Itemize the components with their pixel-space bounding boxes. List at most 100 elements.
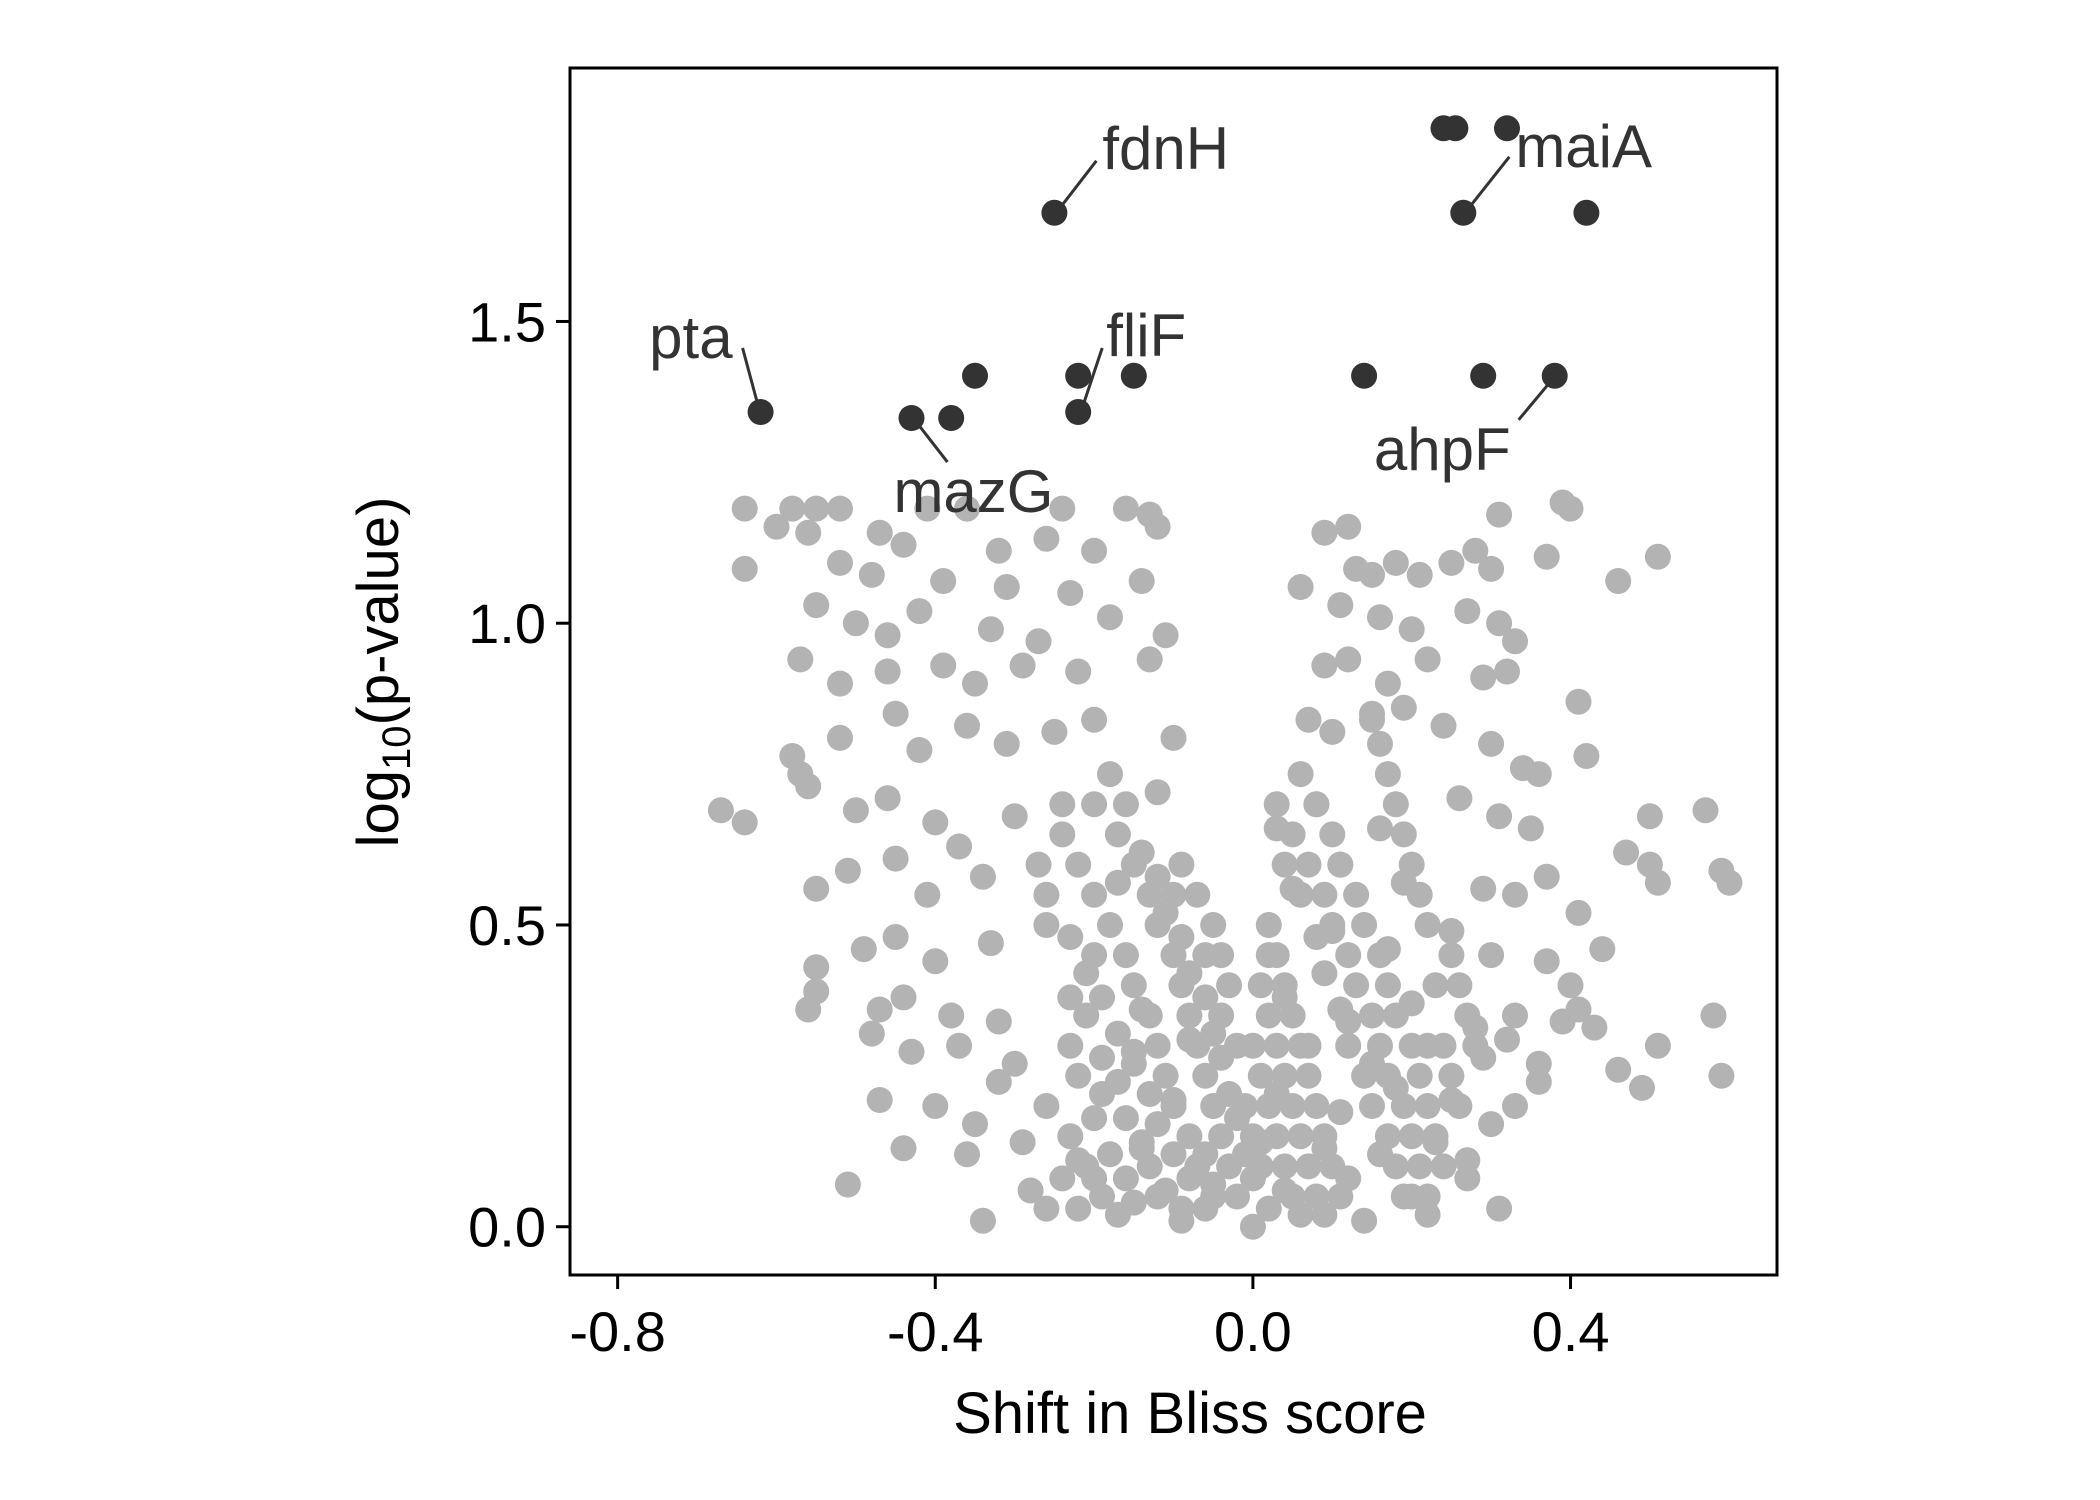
data-point bbox=[1287, 1123, 1314, 1150]
data-point bbox=[1335, 1032, 1362, 1059]
data-point bbox=[1104, 869, 1131, 896]
data-point bbox=[1017, 1177, 1044, 1204]
x-tick-label: -0.8 bbox=[569, 1300, 666, 1363]
data-point bbox=[1279, 821, 1306, 848]
data-point bbox=[1303, 924, 1330, 950]
data-point bbox=[1486, 501, 1513, 528]
significant-point bbox=[1351, 362, 1378, 389]
data-point bbox=[1160, 1093, 1187, 1119]
data-point bbox=[1001, 803, 1028, 830]
significant-point bbox=[1065, 399, 1092, 425]
y-tick-label: 0.0 bbox=[468, 1196, 546, 1259]
data-point bbox=[882, 845, 909, 872]
data-point bbox=[834, 857, 861, 884]
data-point bbox=[1700, 1002, 1727, 1029]
data-point bbox=[1057, 984, 1084, 1011]
data-point bbox=[1486, 1195, 1513, 1222]
data-point bbox=[1454, 1147, 1481, 1174]
data-point bbox=[1271, 1062, 1298, 1089]
data-point bbox=[1335, 942, 1362, 969]
data-point bbox=[827, 724, 853, 751]
data-point bbox=[1327, 1183, 1354, 1210]
data-point bbox=[1565, 688, 1592, 715]
data-point bbox=[1184, 881, 1211, 908]
data-point bbox=[1319, 718, 1346, 745]
data-point bbox=[1351, 1207, 1378, 1234]
data-point bbox=[914, 495, 941, 522]
y-tick-label: 1.0 bbox=[468, 592, 546, 655]
gene-label-fdnH: fdnH bbox=[1102, 115, 1229, 182]
data-point bbox=[1327, 996, 1354, 1023]
data-point bbox=[1009, 652, 1036, 679]
significant-point bbox=[1065, 362, 1092, 389]
y-tick-label: 0.5 bbox=[468, 894, 546, 957]
data-point bbox=[890, 984, 917, 1011]
data-point bbox=[1041, 718, 1068, 745]
data-point bbox=[1168, 851, 1195, 878]
data-point bbox=[1232, 1093, 1258, 1119]
gene-label-pta: pta bbox=[649, 304, 733, 371]
significant-point bbox=[1573, 199, 1600, 226]
data-point bbox=[874, 622, 901, 649]
data-point bbox=[922, 948, 949, 975]
data-point bbox=[1033, 525, 1060, 552]
data-point bbox=[1605, 568, 1632, 594]
data-point bbox=[874, 785, 901, 812]
data-point bbox=[1287, 881, 1314, 908]
data-point bbox=[1081, 537, 1108, 564]
data-point bbox=[1136, 1081, 1163, 1107]
data-point bbox=[1104, 1068, 1131, 1095]
data-point bbox=[834, 1171, 861, 1198]
data-point bbox=[1502, 1002, 1528, 1029]
data-point bbox=[1112, 791, 1139, 818]
data-point bbox=[1367, 815, 1393, 842]
significant-point bbox=[962, 362, 988, 389]
leader-line-fliF bbox=[1082, 347, 1104, 403]
data-point bbox=[985, 1008, 1012, 1035]
data-point bbox=[842, 610, 869, 637]
data-point bbox=[731, 555, 758, 582]
data-point bbox=[1629, 1074, 1655, 1101]
data-point bbox=[1502, 628, 1528, 655]
data-point bbox=[1716, 869, 1743, 896]
data-point bbox=[1478, 730, 1505, 757]
data-point bbox=[1486, 610, 1513, 637]
data-point bbox=[1104, 1020, 1131, 1047]
data-point bbox=[1311, 652, 1338, 679]
data-point bbox=[969, 1207, 996, 1234]
data-point bbox=[1692, 797, 1719, 824]
data-point bbox=[803, 875, 830, 902]
data-point bbox=[1192, 1062, 1219, 1089]
significant-point bbox=[747, 399, 774, 425]
data-point bbox=[1112, 1105, 1139, 1132]
data-point bbox=[1224, 1183, 1250, 1210]
significant-point bbox=[1041, 199, 1068, 226]
data-point bbox=[1390, 821, 1417, 848]
data-point bbox=[1120, 1189, 1147, 1216]
data-point bbox=[1089, 984, 1115, 1011]
data-point bbox=[1176, 1123, 1203, 1150]
data-point bbox=[977, 930, 1004, 957]
y-axis-title-subscript: 10 bbox=[375, 725, 419, 770]
data-point bbox=[1120, 1050, 1147, 1077]
data-point bbox=[1192, 1195, 1219, 1222]
data-point bbox=[1430, 712, 1457, 739]
data-point bbox=[1049, 791, 1076, 818]
data-point bbox=[1097, 604, 1123, 631]
x-axis: -0.8 -0.4 0.0 0.4 bbox=[569, 1275, 1609, 1363]
data-point bbox=[803, 592, 830, 619]
data-point bbox=[1565, 996, 1592, 1023]
data-point bbox=[1557, 972, 1584, 999]
data-point bbox=[1152, 899, 1179, 926]
data-point bbox=[1525, 761, 1552, 788]
data-point bbox=[1295, 1062, 1322, 1089]
data-point bbox=[1351, 1062, 1378, 1089]
data-point bbox=[914, 881, 941, 908]
data-point bbox=[1049, 495, 1076, 522]
data-point bbox=[1335, 513, 1362, 540]
gene-label-ahpF: ahpF bbox=[1374, 416, 1511, 483]
data-point bbox=[1422, 972, 1449, 999]
data-point bbox=[1462, 1032, 1489, 1059]
data-point bbox=[1311, 1123, 1338, 1150]
